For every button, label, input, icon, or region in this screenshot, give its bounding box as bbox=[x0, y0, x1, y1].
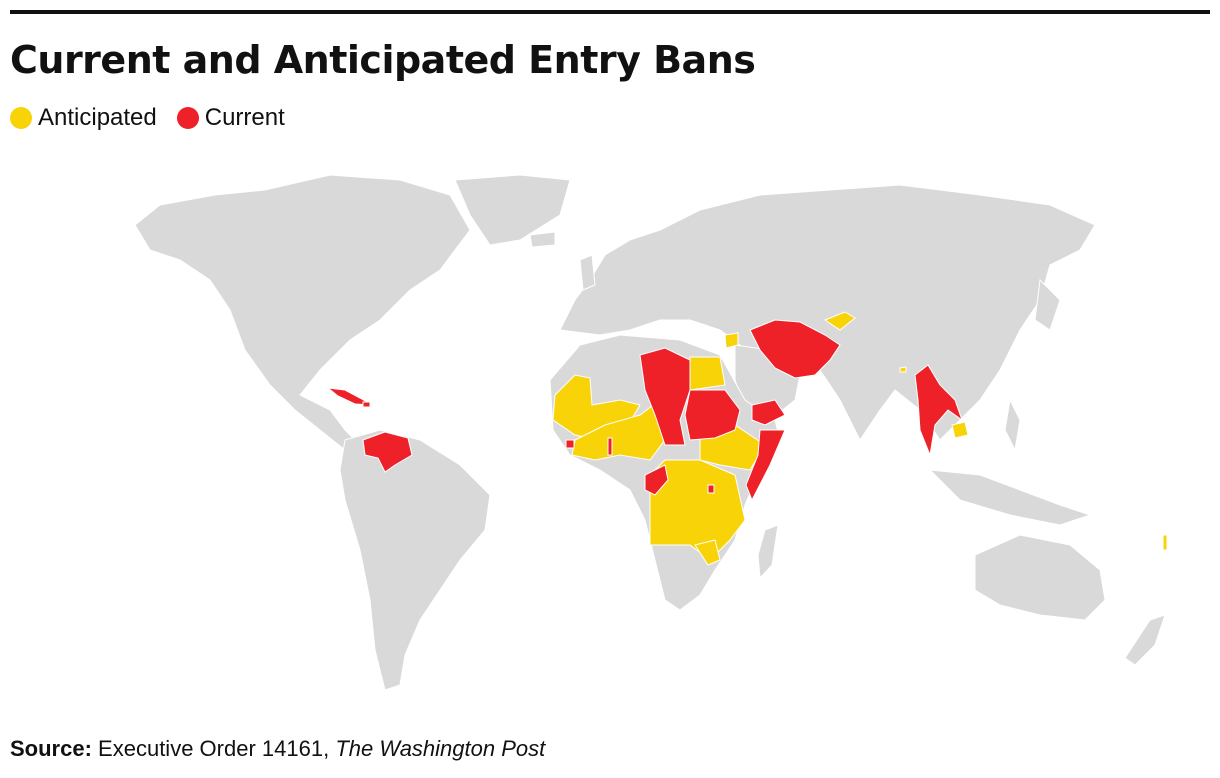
region-cuba bbox=[326, 387, 373, 406]
region-egypt bbox=[689, 356, 726, 391]
region-pacific-islands bbox=[1162, 534, 1168, 551]
region-congo-equatorial-guinea bbox=[644, 464, 669, 496]
region-central-africa bbox=[649, 459, 746, 561]
land-iceland bbox=[529, 231, 556, 248]
region-sierra-leone bbox=[565, 439, 575, 449]
region-cambodia bbox=[951, 421, 969, 439]
region-myanmar-laos bbox=[914, 364, 963, 457]
land-madagascar bbox=[757, 524, 779, 580]
region-libya-chad bbox=[639, 347, 691, 446]
region-syria bbox=[724, 332, 739, 349]
region-central-asia bbox=[823, 311, 856, 331]
region-somalia-eritrea bbox=[745, 429, 786, 502]
region-haiti bbox=[362, 401, 371, 408]
world-map bbox=[134, 174, 1168, 691]
land-south-america bbox=[339, 429, 491, 691]
region-sudan bbox=[684, 389, 741, 441]
legend-current-label: Current bbox=[204, 104, 285, 131]
top-rule bbox=[10, 10, 1210, 14]
region-west-africa bbox=[571, 399, 666, 461]
land-uk bbox=[579, 254, 596, 291]
legend-item-anticipated: Anticipated bbox=[10, 104, 157, 132]
land-greenland bbox=[454, 174, 571, 246]
source-note: Source: Executive Order 14161, The Washi… bbox=[10, 736, 545, 762]
region-iran-afghanistan bbox=[749, 319, 841, 379]
region-venezuela bbox=[362, 431, 413, 473]
region-southern-africa bbox=[694, 539, 721, 566]
land-new-zealand bbox=[1124, 614, 1166, 666]
source-label: Source: bbox=[10, 736, 92, 761]
current-countries bbox=[326, 319, 963, 502]
land-indonesia bbox=[928, 469, 1092, 526]
legend-item-current: Current bbox=[176, 104, 285, 132]
region-burundi bbox=[707, 484, 715, 494]
region-togo bbox=[607, 437, 613, 456]
source-publication: The Washington Post bbox=[335, 736, 546, 761]
current-swatch-icon bbox=[176, 107, 199, 129]
land-north-america bbox=[134, 174, 471, 451]
legend-anticipated-label: Anticipated bbox=[38, 104, 157, 131]
region-yemen bbox=[751, 399, 786, 426]
land-philippines-japan bbox=[1004, 278, 1061, 452]
anticipated-swatch-icon bbox=[10, 107, 32, 129]
land-australia bbox=[974, 534, 1106, 621]
region-bhutan bbox=[899, 366, 907, 373]
legend: Anticipated Current bbox=[10, 104, 285, 132]
source-text: Executive Order 14161, bbox=[98, 736, 330, 761]
anticipated-countries bbox=[552, 311, 1168, 566]
page-title: Current and Anticipated Entry Bans bbox=[10, 38, 756, 82]
